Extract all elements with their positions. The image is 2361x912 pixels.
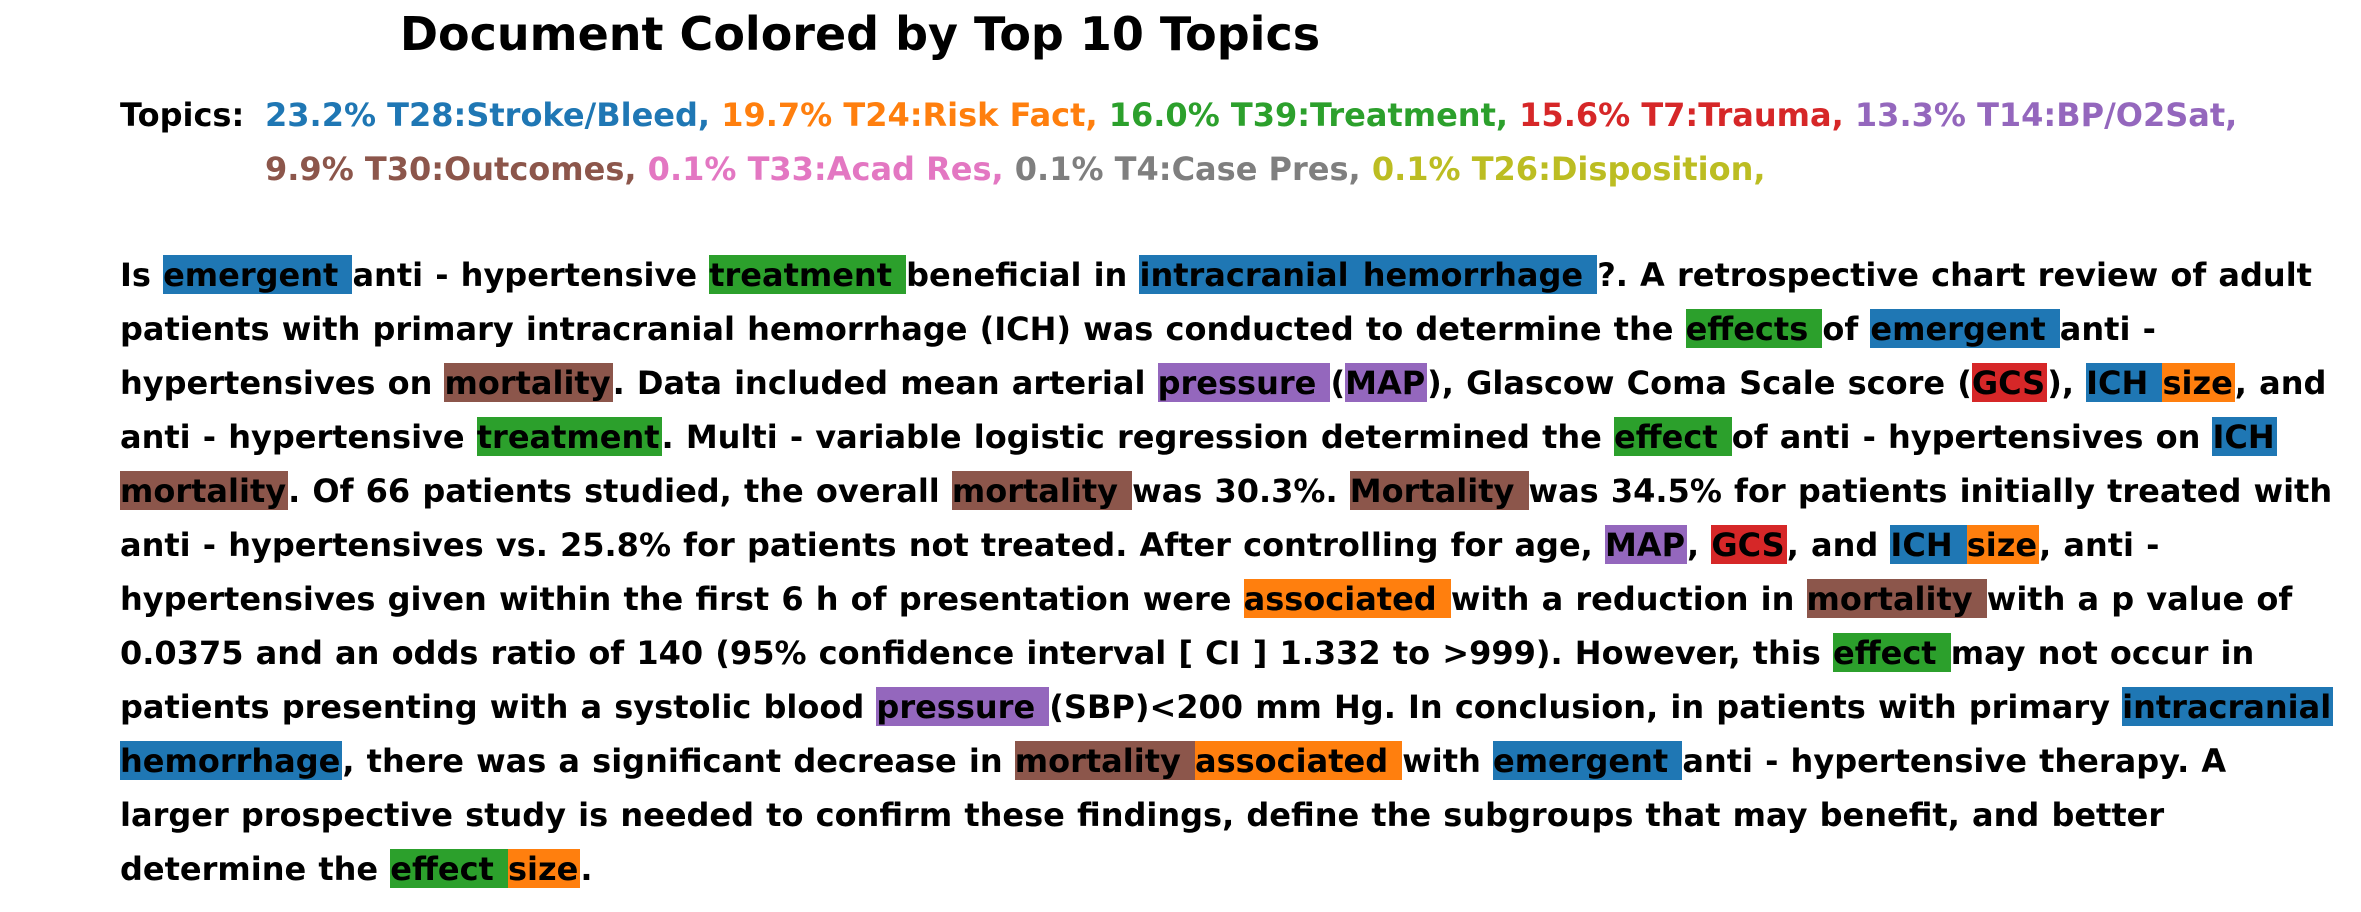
highlighted-term: MAP bbox=[1604, 525, 1688, 564]
topics-label: Topics: bbox=[120, 96, 245, 134]
topics-legend: Topics: 23.2% T28:Stroke/Bleed, 19.7% T2… bbox=[120, 88, 2350, 196]
text-run: , and anti - hypertensive bbox=[120, 364, 2327, 456]
highlighted-term: associated bbox=[1243, 579, 1451, 618]
text-run: (SBP)<200 mm Hg. In conclusion, in patie… bbox=[1049, 688, 2123, 726]
topic-legend-entry: 0.1% T4:Case Pres, bbox=[1014, 150, 1361, 188]
text-run: was 30.3%. bbox=[1132, 472, 1350, 510]
topic-legend-entry: 19.7% T24:Risk Fact, bbox=[721, 96, 1098, 134]
text-run: ), Glascow Coma Scale score ( bbox=[1427, 364, 1972, 402]
highlighted-term: size bbox=[507, 849, 581, 888]
topic-legend-entry: 9.9% T30:Outcomes, bbox=[265, 150, 637, 188]
highlighted-term: pressure bbox=[1157, 363, 1331, 402]
text-run: beneficial in bbox=[906, 256, 1140, 294]
highlighted-term: ICH bbox=[1890, 525, 1967, 564]
highlighted-term: pressure bbox=[876, 687, 1050, 726]
highlighted-term: mortality bbox=[120, 471, 289, 510]
topic-legend-entry: 0.1% T33:Acad Res, bbox=[647, 150, 1004, 188]
topic-legend-entry: 13.3% T14:BP/O2Sat, bbox=[1854, 96, 2238, 134]
highlighted-term: size bbox=[2162, 363, 2235, 402]
highlighted-term: size bbox=[1966, 525, 2040, 564]
text-run: , bbox=[1687, 526, 1712, 564]
text-run: . bbox=[580, 850, 593, 888]
text-run: ( bbox=[1330, 364, 1346, 402]
topic-legend-entry: 15.6% T7:Trauma, bbox=[1519, 96, 1844, 134]
highlighted-term: ICH bbox=[2212, 417, 2277, 456]
highlighted-term: emergent bbox=[1492, 741, 1683, 780]
highlighted-term: hemorrhage bbox=[120, 741, 343, 780]
highlighted-term: MAP bbox=[1345, 363, 1428, 402]
highlighted-term: associated bbox=[1194, 741, 1403, 780]
text-run: Is bbox=[120, 256, 164, 294]
topic-legend-entry: 23.2% T28:Stroke/Bleed, bbox=[265, 96, 711, 134]
highlighted-term: hemorrhage bbox=[1362, 255, 1598, 294]
highlighted-term: emergent bbox=[1870, 309, 2060, 348]
text-run: , and bbox=[1786, 526, 1891, 564]
text-run: , anti - hypertensives given within the … bbox=[120, 526, 2160, 618]
text-run: anti - hypertensive bbox=[352, 256, 710, 294]
text-run: was 34.5% for patients initially treated… bbox=[120, 472, 2333, 564]
text-run: . Multi - variable logistic regression d… bbox=[661, 418, 1615, 456]
text-run: ), bbox=[2047, 364, 2087, 402]
highlighted-term: ICH bbox=[2086, 363, 2163, 402]
text-run: may not occur in patients presenting wit… bbox=[120, 634, 2255, 726]
highlighted-term: effect bbox=[390, 849, 508, 888]
text-run: of anti - hypertensives on bbox=[1731, 418, 2213, 456]
highlighted-term: GCS bbox=[1971, 363, 2048, 402]
text-run: anti - hypertensive therapy. A larger pr… bbox=[120, 742, 2227, 888]
highlighted-term: effects bbox=[1685, 309, 1823, 348]
text-run: with a p value of 0.0375 and an odds rat… bbox=[120, 580, 2293, 672]
highlighted-term: mortality bbox=[444, 363, 613, 402]
text-run: anti - hypertensives on bbox=[120, 310, 2156, 402]
text-run: , there was a significant decrease in bbox=[342, 742, 1015, 780]
highlighted-term: intracranial bbox=[1139, 255, 1363, 294]
highlighted-term: emergent bbox=[163, 255, 353, 294]
text-run: with a reduction in bbox=[1450, 580, 1807, 618]
highlighted-term: mortality bbox=[951, 471, 1133, 510]
highlighted-term: effect bbox=[1832, 633, 1951, 672]
text-run: . Of 66 patients studied, the overall bbox=[288, 472, 952, 510]
highlighted-term: treatment bbox=[476, 417, 662, 456]
highlighted-term: mortality bbox=[1806, 579, 1987, 618]
topic-legend-entry: 16.0% T39:Treatment, bbox=[1108, 96, 1509, 134]
topics-list: 23.2% T28:Stroke/Bleed, 19.7% T24:Risk F… bbox=[265, 88, 2350, 196]
highlighted-term: GCS bbox=[1711, 525, 1787, 564]
text-run: . Data included mean arterial bbox=[612, 364, 1158, 402]
text-run: with bbox=[1402, 742, 1493, 780]
page-title: Document Colored by Top 10 Topics bbox=[399, 7, 1321, 61]
text-run: of bbox=[1822, 310, 1871, 348]
highlighted-term: intracranial bbox=[2122, 687, 2334, 726]
highlighted-term: mortality bbox=[1014, 741, 1195, 780]
highlighted-term: Mortality bbox=[1349, 471, 1529, 510]
highlighted-term: treatment bbox=[709, 255, 907, 294]
topic-legend-entry: 0.1% T26:Disposition, bbox=[1371, 150, 1766, 188]
text-run: ?. A retrospective chart review of adult… bbox=[120, 256, 2312, 348]
highlighted-term: effect bbox=[1614, 417, 1732, 456]
document-text: Is emergent anti - hypertensive treatmen… bbox=[120, 248, 2345, 896]
